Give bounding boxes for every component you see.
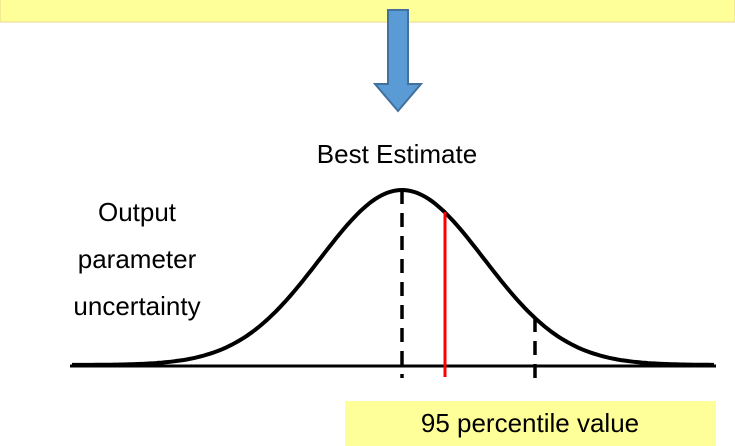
percentile-label: 95 percentile value <box>421 408 639 438</box>
output-label-line: parameter <box>78 244 197 274</box>
down-arrow <box>372 9 424 113</box>
output-label-line: Output <box>98 197 177 227</box>
percentile-box <box>345 401 716 446</box>
top-banner <box>0 0 735 23</box>
output-label-line: uncertainty <box>73 291 200 321</box>
bell-curve <box>72 187 714 367</box>
best-estimate-label: Best Estimate <box>317 139 477 169</box>
